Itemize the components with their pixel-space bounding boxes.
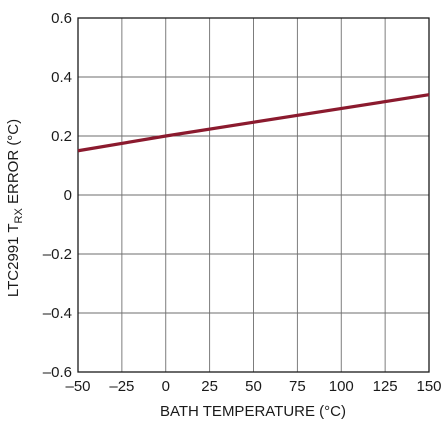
y-tick-labels: 0.6 0.4 0.2 0 –0.2 –0.4 –0.6 — [43, 10, 72, 381]
y-tick-label: 0 — [64, 187, 72, 204]
grid-layer — [77, 17, 430, 373]
x-tick-label: 75 — [289, 378, 306, 395]
y-tick-label: 0.4 — [51, 69, 72, 86]
y-tick-label: –0.6 — [43, 364, 72, 381]
x-tick-label: 125 — [373, 378, 398, 395]
y-axis-label-prefix: LTC2991 T — [5, 223, 22, 297]
plot-frame — [77, 17, 430, 373]
y-axis-label: LTC2991 TRX ERROR (°C) — [5, 119, 25, 297]
x-tick-label: 100 — [329, 378, 354, 395]
x-tick-label: 150 — [416, 378, 441, 395]
x-axis-label: BATH TEMPERATURE (°C) — [160, 403, 346, 420]
y-tick-label: 0.6 — [51, 10, 72, 27]
x-tick-label: –25 — [109, 378, 134, 395]
y-tick-label: 0.2 — [51, 128, 72, 145]
series-layer — [77, 93, 430, 153]
x-tick-label: 0 — [162, 378, 170, 395]
x-tick-label: 25 — [201, 378, 218, 395]
x-tick-label: –50 — [65, 378, 90, 395]
y-axis-label-subscript: RX — [13, 208, 25, 224]
y-axis-label-suffix: ERROR (°C) — [5, 119, 22, 208]
x-tick-label: 50 — [245, 378, 262, 395]
y-tick-label: –0.2 — [43, 246, 72, 263]
x-tick-labels: –50 –25 0 25 50 75 100 125 150 — [65, 378, 441, 395]
series-line — [77, 93, 430, 153]
y-tick-label: –0.4 — [43, 305, 72, 322]
